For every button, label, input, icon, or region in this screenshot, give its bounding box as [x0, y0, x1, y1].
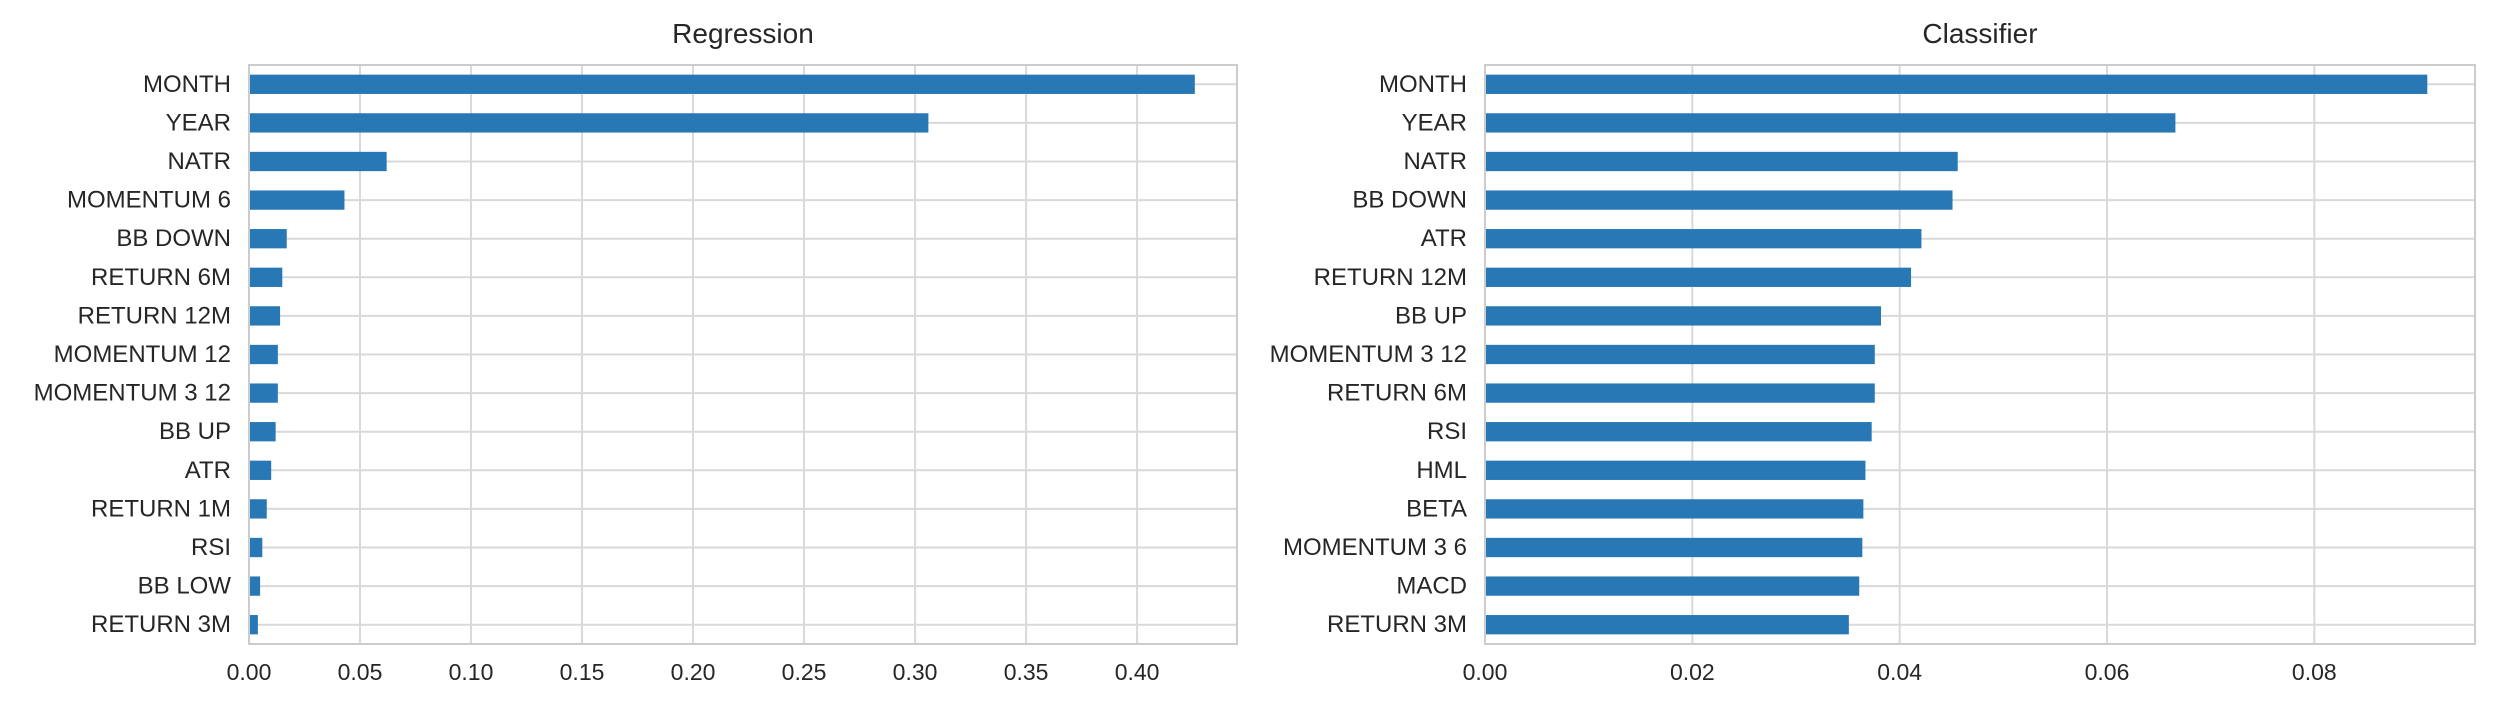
- bar-natr: [1485, 151, 1958, 172]
- x-tick-label: 0.05: [338, 659, 383, 685]
- bar-month: [249, 74, 1195, 94]
- bar-return-6m: [1485, 383, 1875, 403]
- category-label: HML: [1416, 457, 1467, 484]
- category-label: MACD: [1396, 573, 1467, 600]
- bar-return-3m: [249, 615, 258, 635]
- category-label: MOMENTUM 3 12: [1270, 341, 1467, 368]
- category-label: MONTH: [1379, 71, 1467, 98]
- chart-panel-1: MONTH YEAR NATR MOMENTUM 6 BB DOWN RETURN 6M R…: [34, 18, 1238, 685]
- bar-momentum-3-12: [249, 383, 278, 403]
- bar-return-1m: [249, 499, 267, 519]
- bar-beta: [1485, 499, 1864, 519]
- bar-momentum-6: [249, 190, 345, 210]
- x-tick-label: 0.04: [1877, 659, 1922, 685]
- bar-bb-up: [1485, 306, 1881, 326]
- bar-hml: [1485, 460, 1866, 480]
- plot-frame: [1484, 64, 2476, 645]
- x-tick-label: 0.08: [2292, 659, 2337, 685]
- bar-year: [1485, 113, 2176, 133]
- category-label: ATR: [185, 457, 231, 484]
- category-label: RETURN 6M: [1327, 380, 1467, 407]
- bar-atr: [249, 460, 272, 480]
- category-label: RETURN 3M: [91, 611, 231, 638]
- bar-momentum-12: [249, 344, 278, 365]
- category-label: BB LOW: [138, 573, 232, 600]
- bar-rsi: [249, 537, 263, 558]
- x-tick-label: 0.15: [560, 659, 605, 685]
- bar-bb-up: [249, 422, 276, 442]
- category-label: NATR: [167, 148, 231, 175]
- bar-bb-down: [249, 229, 287, 249]
- bar-momentum-3-12: [1485, 344, 1875, 365]
- x-tick-label: 0.40: [1115, 659, 1160, 685]
- category-label: NATR: [1403, 148, 1467, 175]
- bar-momentum-3-6: [1485, 537, 1863, 558]
- category-label: RETURN 12M: [78, 302, 231, 329]
- category-label: MOMENTUM 12: [54, 341, 231, 368]
- bar-return-6m: [249, 267, 283, 287]
- x-tick-label: 0.02: [1670, 659, 1715, 685]
- category-label: MONTH: [143, 71, 231, 98]
- category-label: RSI: [191, 534, 231, 561]
- category-label: RETURN 3M: [1327, 611, 1467, 638]
- x-tick-label: 0.20: [671, 659, 716, 685]
- x-tick-label: 0.06: [2085, 659, 2130, 685]
- bar-return-12m: [249, 306, 281, 326]
- x-tick-label: 0.25: [782, 659, 827, 685]
- category-label: RETURN 1M: [91, 495, 231, 522]
- category-label: BB DOWN: [116, 225, 231, 252]
- plot-frame: [248, 64, 1238, 645]
- category-label: RETURN 6M: [91, 264, 231, 291]
- category-label: YEAR: [166, 109, 231, 136]
- chart-title: Classifier: [1922, 18, 2037, 49]
- category-label: MOMENTUM 3 6: [1283, 534, 1467, 561]
- x-tick-label: 0.00: [1463, 659, 1508, 685]
- x-tick-label: 0.00: [227, 659, 272, 685]
- category-label: BB UP: [159, 418, 231, 445]
- category-label: BB UP: [1395, 302, 1467, 329]
- bar-bb-down: [1485, 190, 1953, 210]
- category-label: RSI: [1427, 418, 1467, 445]
- category-label: MOMENTUM 6: [67, 187, 231, 214]
- category-label: BB DOWN: [1352, 187, 1467, 214]
- chart-title: Regression: [672, 18, 814, 49]
- x-tick-label: 0.35: [1004, 659, 1049, 685]
- x-tick-label: 0.30: [893, 659, 938, 685]
- bar-bb-low: [249, 576, 261, 596]
- x-tick-label: 0.10: [449, 659, 494, 685]
- category-label: ATR: [1421, 225, 1467, 252]
- bar-year: [249, 113, 929, 133]
- bar-natr: [249, 151, 387, 172]
- bar-return-12m: [1485, 267, 1912, 287]
- bar-macd: [1485, 576, 1860, 596]
- chart-panel-2: MONTH YEAR NATR BB DOWN ATR RETURN 12M BB UP MO…: [1270, 18, 2476, 685]
- bar-return-3m: [1485, 615, 1849, 635]
- bar-rsi: [1485, 422, 1872, 442]
- bar-atr: [1485, 229, 1922, 249]
- category-label: YEAR: [1402, 109, 1467, 136]
- category-label: RETURN 12M: [1314, 264, 1467, 291]
- category-label: BETA: [1406, 495, 1467, 522]
- bar-month: [1485, 74, 2428, 94]
- category-label: MOMENTUM 3 12: [34, 380, 231, 407]
